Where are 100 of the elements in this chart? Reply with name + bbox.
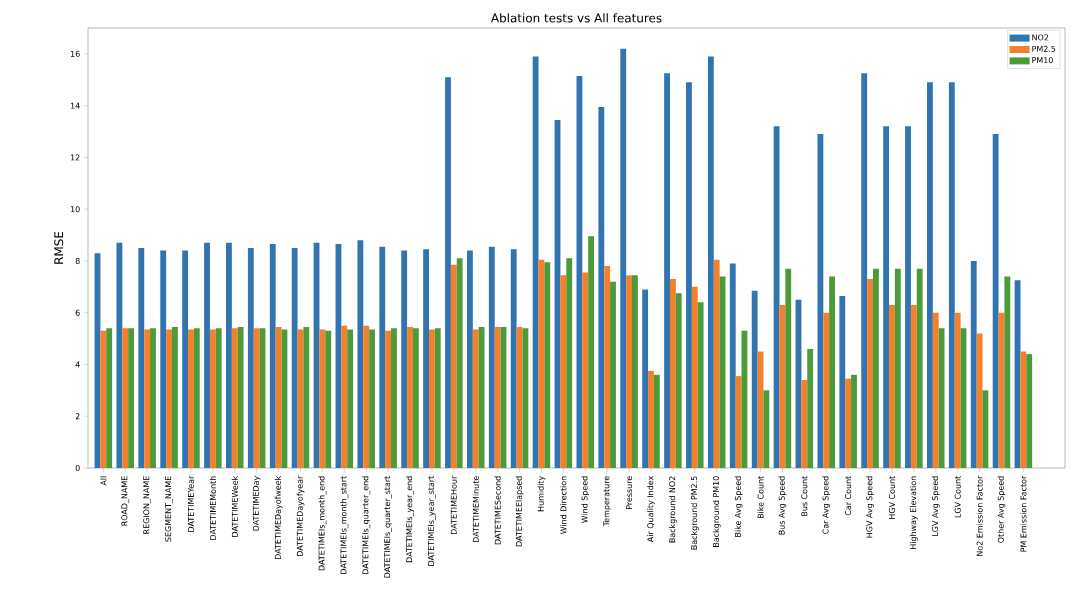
bar xyxy=(544,262,551,468)
bar xyxy=(932,312,939,468)
bar xyxy=(122,328,129,468)
bar xyxy=(729,263,736,468)
bar xyxy=(992,134,999,468)
bar xyxy=(773,126,780,468)
bar xyxy=(116,242,123,468)
bar xyxy=(697,302,704,468)
bar xyxy=(401,250,408,468)
bar xyxy=(751,290,758,468)
bar xyxy=(872,268,879,468)
bar xyxy=(560,275,567,468)
bar xyxy=(763,390,770,468)
bar xyxy=(823,312,830,468)
bar xyxy=(275,326,282,468)
bar xyxy=(801,380,808,468)
bar xyxy=(532,56,539,468)
bar xyxy=(588,236,595,468)
bar xyxy=(226,242,232,468)
bar xyxy=(566,258,573,468)
bar xyxy=(182,250,189,468)
bar xyxy=(839,295,846,468)
bar xyxy=(456,258,463,468)
bar xyxy=(106,328,113,468)
bar xyxy=(669,279,676,468)
bar xyxy=(466,250,473,468)
bar xyxy=(193,328,200,468)
bar xyxy=(522,328,529,468)
bar xyxy=(494,326,501,468)
bar xyxy=(171,326,178,468)
bar xyxy=(954,312,961,468)
bar xyxy=(604,266,611,468)
bar xyxy=(653,374,660,468)
bar xyxy=(100,330,107,468)
bar xyxy=(160,250,167,468)
bar xyxy=(664,73,670,468)
bar xyxy=(363,325,370,468)
bar xyxy=(1020,351,1027,468)
bar xyxy=(905,126,911,468)
bar xyxy=(686,82,692,468)
bar xyxy=(379,246,386,468)
bar xyxy=(894,268,901,468)
bar xyxy=(188,329,194,468)
bar xyxy=(357,240,364,468)
bar xyxy=(845,378,852,468)
bar xyxy=(150,328,156,468)
bar xyxy=(785,268,792,468)
bar xyxy=(916,268,923,468)
bar xyxy=(445,77,451,468)
bar xyxy=(291,248,298,468)
bar xyxy=(642,289,649,468)
bar xyxy=(325,330,332,468)
bar xyxy=(970,260,977,468)
bar xyxy=(472,329,479,468)
bar xyxy=(883,126,890,468)
bar xyxy=(237,326,244,468)
bar xyxy=(948,82,955,468)
bar xyxy=(938,328,945,468)
bar xyxy=(626,275,632,468)
bar xyxy=(488,246,495,468)
bar xyxy=(610,281,616,468)
bar xyxy=(910,304,917,468)
bar xyxy=(269,244,276,468)
bar xyxy=(582,272,589,468)
bar xyxy=(412,328,419,468)
bar xyxy=(620,48,627,468)
bar xyxy=(215,328,222,468)
bar xyxy=(204,242,210,468)
bar xyxy=(341,325,348,468)
bar xyxy=(450,264,457,468)
bar xyxy=(691,286,698,468)
bar xyxy=(166,329,172,468)
bar xyxy=(385,330,392,468)
bar xyxy=(391,328,397,468)
bar xyxy=(1026,354,1033,468)
bar xyxy=(632,275,638,468)
bar xyxy=(369,329,375,468)
bar xyxy=(1004,276,1011,468)
bar xyxy=(889,304,895,468)
bar xyxy=(867,279,873,468)
bar xyxy=(675,293,682,468)
bar xyxy=(829,276,835,468)
bar xyxy=(423,249,429,468)
bar xyxy=(434,328,441,468)
bar xyxy=(713,259,720,468)
bar xyxy=(231,328,238,468)
bar xyxy=(144,329,151,468)
bar xyxy=(429,329,435,468)
bar xyxy=(347,329,354,468)
bar xyxy=(707,56,714,468)
bar xyxy=(817,134,824,468)
bar xyxy=(648,370,654,468)
bar xyxy=(735,376,742,468)
bar xyxy=(319,329,326,468)
bar xyxy=(253,328,260,468)
bar xyxy=(138,248,145,468)
bar xyxy=(851,374,857,468)
chart-title: Ablation tests vs All features xyxy=(490,13,662,23)
y-axis-title: RMSE xyxy=(54,231,64,264)
bar xyxy=(861,73,868,468)
